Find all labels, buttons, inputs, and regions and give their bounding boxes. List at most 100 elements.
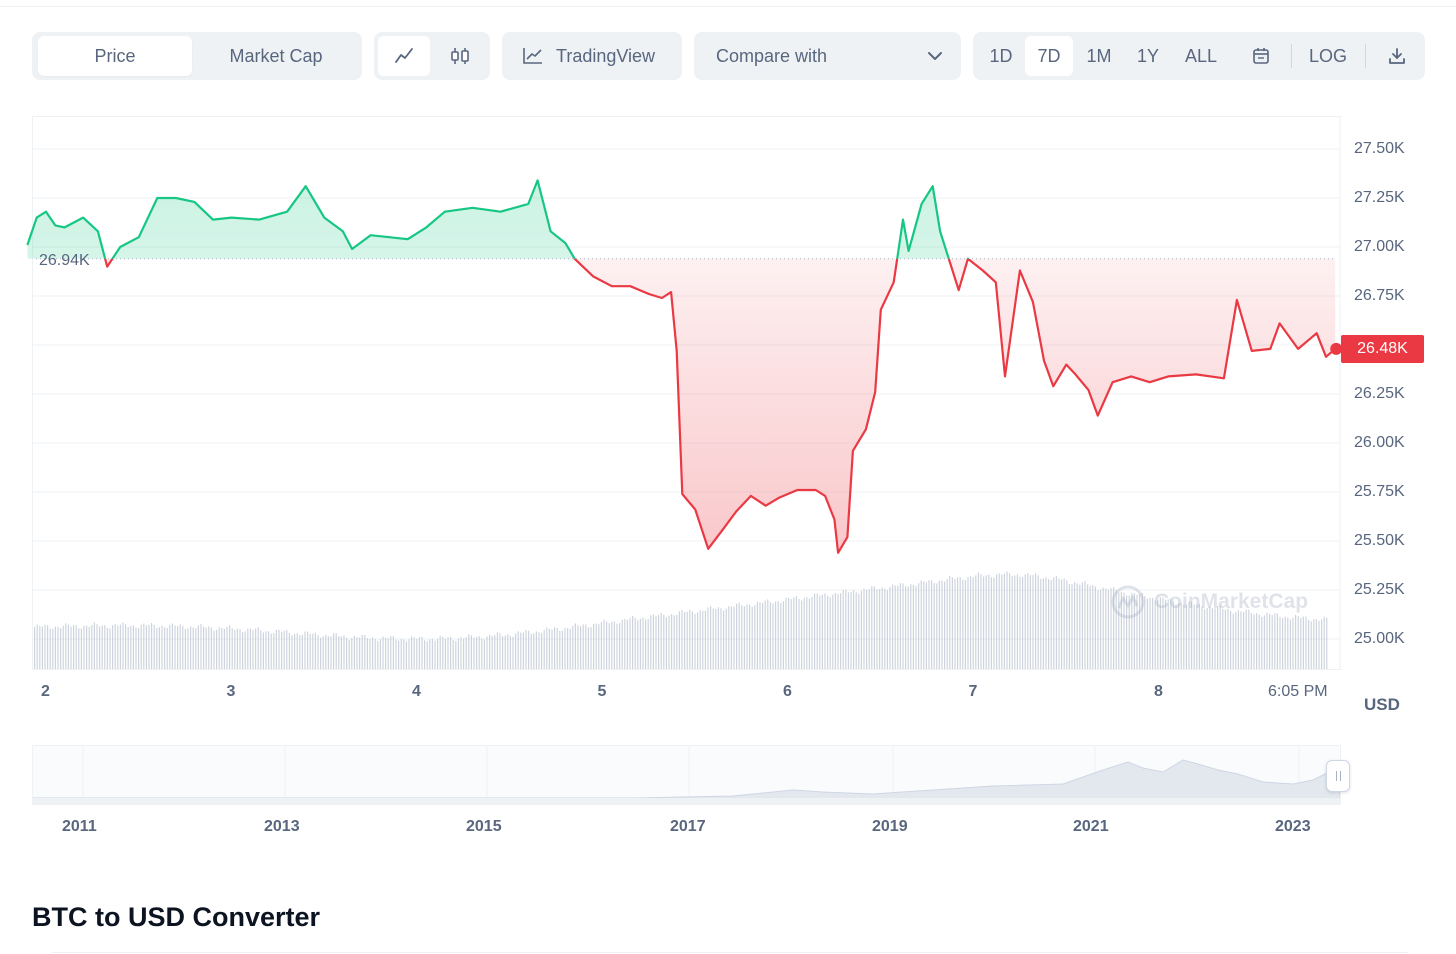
volume-bar bbox=[1035, 573, 1037, 669]
volume-bar bbox=[767, 599, 769, 669]
volume-bar bbox=[881, 587, 883, 669]
volume-bar bbox=[684, 612, 686, 669]
volume-bar bbox=[1165, 599, 1167, 669]
volume-bar bbox=[1214, 608, 1216, 669]
date-range-button[interactable] bbox=[1241, 36, 1281, 76]
candlestick-button[interactable] bbox=[434, 36, 486, 76]
volume-bar bbox=[499, 633, 501, 669]
volume-bar bbox=[1097, 590, 1099, 669]
volume-bar bbox=[1256, 613, 1258, 669]
y-tick-label: 26.00K bbox=[1354, 434, 1405, 451]
line-chart-button[interactable] bbox=[378, 36, 430, 76]
navigator-handle[interactable] bbox=[1326, 760, 1350, 792]
range-navigator[interactable] bbox=[32, 745, 1350, 805]
volume-bar bbox=[587, 627, 589, 669]
volume-bar bbox=[195, 628, 197, 669]
volume-bar bbox=[548, 628, 550, 669]
volume-bar bbox=[385, 637, 387, 669]
volume-bar bbox=[551, 629, 553, 669]
volume-bar bbox=[775, 601, 777, 669]
range-7d-button[interactable]: 7D bbox=[1025, 36, 1073, 76]
volume-bar bbox=[871, 586, 873, 669]
volume-bar bbox=[187, 628, 189, 669]
volume-bar bbox=[977, 572, 979, 669]
volume-bar bbox=[884, 588, 886, 669]
volume-bar bbox=[437, 638, 439, 669]
volume-bar bbox=[616, 623, 618, 669]
x-tick-label: 2 bbox=[41, 683, 50, 700]
volume-bar bbox=[1284, 616, 1286, 669]
currency-label: USD bbox=[1364, 695, 1400, 714]
volume-bar bbox=[832, 594, 834, 669]
volume-bar bbox=[242, 632, 244, 669]
tab-market-cap[interactable]: Market Cap bbox=[229, 46, 323, 66]
volume-bar bbox=[793, 597, 795, 669]
volume-bar bbox=[515, 633, 517, 669]
volume-bar bbox=[148, 624, 150, 669]
volume-bar bbox=[707, 607, 709, 669]
volume-bar bbox=[915, 586, 917, 669]
volume-bar bbox=[673, 615, 675, 669]
volume-bar bbox=[1141, 592, 1143, 669]
volume-bar bbox=[595, 623, 597, 669]
volume-bar bbox=[1136, 595, 1138, 669]
range-1d-button[interactable]: 1D bbox=[989, 46, 1013, 66]
volume-bar bbox=[166, 627, 168, 669]
log-scale-button[interactable]: LOG bbox=[1308, 46, 1347, 66]
price-chart-area[interactable] bbox=[32, 116, 1342, 670]
volume-bar bbox=[970, 576, 972, 669]
volume-bar bbox=[751, 606, 753, 669]
range-1y-button[interactable]: 1Y bbox=[1136, 46, 1160, 66]
volume-bar bbox=[34, 627, 36, 669]
tradingview-button[interactable]: TradingView bbox=[502, 32, 682, 80]
volume-bar bbox=[1027, 573, 1029, 669]
volume-bar bbox=[699, 610, 701, 669]
calendar-icon bbox=[1253, 48, 1269, 64]
volume-bar bbox=[138, 628, 140, 669]
volume-bar bbox=[1250, 613, 1252, 669]
volume-bar bbox=[465, 637, 467, 669]
volume-bar bbox=[647, 619, 649, 669]
range-all-button[interactable]: ALL bbox=[1184, 46, 1218, 66]
volume-bar bbox=[158, 627, 160, 669]
volume-bar bbox=[998, 573, 1000, 669]
volume-bar bbox=[312, 633, 314, 669]
price-line-up bbox=[26, 179, 970, 259]
volume-bar bbox=[229, 625, 231, 669]
download-button[interactable] bbox=[1377, 36, 1417, 76]
volume-bar bbox=[920, 580, 922, 669]
volume-bar bbox=[1162, 597, 1164, 669]
volume-bar bbox=[624, 618, 626, 669]
volume-bar bbox=[749, 604, 751, 669]
volume-bar bbox=[190, 626, 192, 669]
volume-bar bbox=[1198, 603, 1200, 669]
volume-bar bbox=[1154, 600, 1156, 669]
volume-bar bbox=[1318, 620, 1320, 669]
tab-price[interactable]: Price bbox=[38, 36, 192, 76]
volume-bar bbox=[954, 578, 956, 669]
volume-bar bbox=[754, 605, 756, 669]
volume-bar bbox=[265, 631, 267, 669]
volume-bar bbox=[421, 637, 423, 669]
volume-bar bbox=[70, 626, 72, 669]
volume-bar bbox=[645, 619, 647, 669]
volume-bar bbox=[837, 594, 839, 669]
x-tick-label: 6:05 PM bbox=[1268, 683, 1328, 700]
volume-bar bbox=[1087, 584, 1089, 669]
volume-bar bbox=[905, 586, 907, 669]
volume-bar bbox=[151, 623, 153, 669]
range-1m-button[interactable]: 1M bbox=[1086, 46, 1112, 66]
compare-with-dropdown[interactable]: Compare with bbox=[694, 32, 961, 80]
volume-bar bbox=[736, 603, 738, 669]
volume-bar bbox=[96, 624, 98, 669]
volume-bar bbox=[236, 628, 238, 669]
volume-bar bbox=[1183, 604, 1185, 669]
volume-bar bbox=[442, 636, 444, 669]
volume-bar bbox=[1120, 591, 1122, 669]
volume-bar bbox=[333, 633, 335, 669]
volume-bar bbox=[57, 626, 59, 669]
tradingview-chart-icon bbox=[523, 48, 542, 64]
volume-bar bbox=[798, 599, 800, 669]
volume-bar bbox=[938, 580, 940, 669]
volume-bar bbox=[764, 600, 766, 669]
